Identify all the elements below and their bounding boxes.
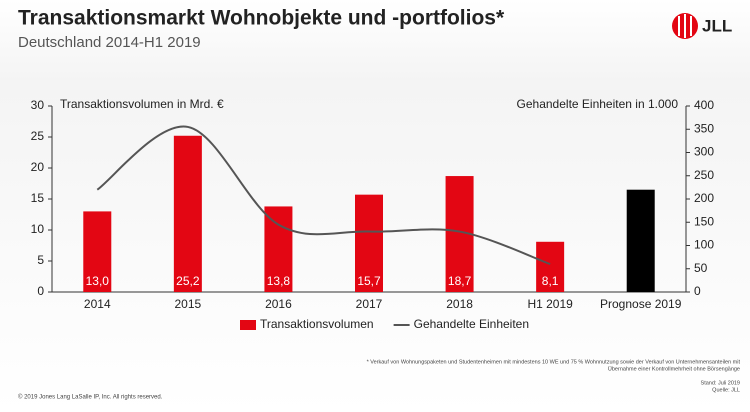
y-tick-label: 5	[37, 253, 44, 267]
y2-tick-label: 300	[694, 145, 714, 159]
y2-tick-label: 350	[694, 121, 714, 135]
bar	[264, 206, 293, 292]
y-tick-label: 30	[31, 98, 45, 112]
x-tick-label: H1 2019	[527, 297, 573, 311]
source: Stand: Juli 2019	[701, 380, 740, 386]
bar	[536, 241, 565, 292]
data-label: 25,2	[176, 274, 200, 288]
legend-label: Transaktionsvolumen	[260, 317, 374, 331]
footnote: * Verkauf von Wohnungspaketen und Studen…	[367, 359, 741, 365]
y2-tick-label: 50	[694, 261, 708, 275]
bar	[83, 211, 112, 292]
y2-tick-label: 150	[694, 214, 714, 228]
y2-axis-label: Gehandelte Einheiten in 1.000	[517, 97, 679, 111]
chart-title: Transaktionsmarkt Wohnobjekte und -portf…	[18, 7, 505, 30]
x-tick-label: 2014	[84, 297, 111, 311]
bar	[355, 194, 383, 292]
footnote: Übernahme einer Kontrollmehrheit ohne Bö…	[608, 365, 740, 372]
data-label: 8,1	[542, 274, 559, 288]
y2-tick-label: 250	[694, 168, 714, 182]
line	[96, 125, 551, 266]
data-label: 18,7	[448, 274, 472, 288]
y-tick-label: 10	[31, 222, 45, 236]
y-tick-label: 0	[37, 284, 44, 298]
y-tick-label: 25	[31, 129, 45, 143]
logo: JLL	[672, 13, 732, 39]
x-tick-label: 2017	[356, 297, 383, 311]
legend-label: Gehandelte Einheiten	[414, 317, 529, 331]
y2-tick-label: 0	[694, 284, 701, 298]
chart-subtitle: Deutschland 2014-H1 2019	[18, 34, 201, 51]
data-label: 15,7	[357, 274, 381, 288]
bar	[626, 189, 655, 292]
data-label: 13,0	[86, 274, 110, 288]
data-label: 13,8	[267, 274, 291, 288]
y2-tick-label: 400	[694, 98, 714, 112]
bar	[173, 135, 202, 292]
x-tick-label: Prognose 2019	[600, 297, 682, 311]
x-tick-label: 2016	[265, 297, 292, 311]
y-axis-label: Transaktionsvolumen in Mrd. €	[60, 97, 224, 111]
y-tick-label: 20	[31, 160, 45, 174]
y2-tick-label: 200	[694, 191, 714, 205]
x-tick-label: 2015	[175, 297, 202, 311]
y2-tick-label: 100	[694, 238, 714, 252]
x-tick-label: 2018	[446, 297, 473, 311]
legend-swatch	[240, 320, 256, 330]
logo-stripes	[678, 14, 692, 38]
copyright: © 2019 Jones Lang LaSalle IP, Inc. All r…	[18, 394, 163, 401]
source: Quelle: JLL	[712, 387, 740, 393]
y-tick-label: 15	[31, 191, 45, 205]
logo-text: JLL	[702, 16, 732, 35]
